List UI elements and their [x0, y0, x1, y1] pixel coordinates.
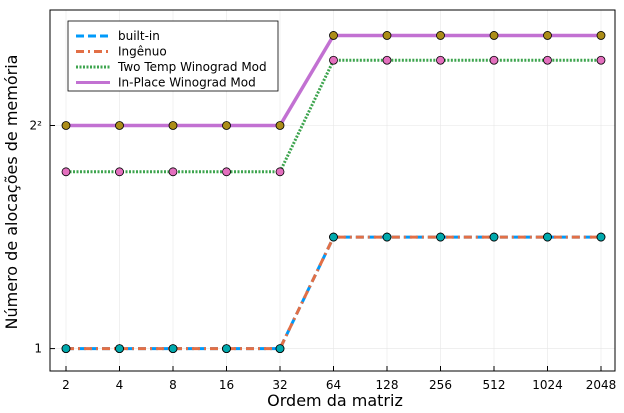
data-point	[489, 31, 499, 40]
data-point	[382, 232, 392, 242]
data-point	[222, 121, 231, 130]
x-axis-label: Ordem da matriz	[267, 391, 403, 410]
plot-frame	[49, 9, 616, 372]
data-point	[115, 121, 124, 130]
data-point	[489, 232, 499, 242]
x-tick-label: 2048	[586, 378, 617, 392]
data-point	[596, 31, 606, 40]
data-point	[329, 55, 338, 65]
x-tick-label: 64	[326, 378, 341, 392]
data-point	[436, 232, 445, 242]
x-axis-ticks: 2 4 8 16 32 64 128 256 512 1024 2048	[62, 366, 616, 392]
data-point	[275, 121, 285, 130]
data-markers	[61, 31, 606, 353]
y-axis-ticks: 1 2²	[30, 119, 55, 356]
x-tick-label: 256	[429, 378, 452, 392]
data-point	[543, 31, 552, 40]
x-tick-label: 512	[483, 378, 506, 392]
y-axis-label: Número de alocações de memória	[2, 55, 21, 330]
x-tick-label: 4	[116, 378, 124, 392]
data-point	[168, 167, 178, 177]
y-tick-label: 2²	[30, 119, 43, 133]
x-tick-label: 16	[219, 378, 234, 392]
legend-box	[67, 20, 279, 92]
data-point	[489, 55, 499, 65]
data-point	[436, 55, 445, 65]
data-point	[436, 31, 445, 40]
data-point	[329, 31, 338, 40]
x-tick-label: 1024	[532, 378, 563, 392]
data-point	[275, 344, 285, 353]
data-point	[61, 167, 71, 177]
data-point	[115, 167, 124, 177]
data-point	[382, 31, 392, 40]
x-tick-label: 2	[62, 378, 70, 392]
legend-label: built-in	[118, 29, 160, 43]
legend-label: In-Place Winograd Mod	[118, 76, 256, 90]
data-point	[115, 344, 124, 353]
data-point	[168, 344, 178, 353]
data-point	[61, 344, 71, 353]
data-point	[222, 167, 231, 177]
y-tick-label: 1	[34, 342, 42, 356]
x-tick-label: 128	[376, 378, 399, 392]
data-point	[382, 55, 392, 65]
legend-label: Two Temp Winograd Mod	[117, 60, 267, 74]
x-tick-label: 32	[272, 378, 287, 392]
legend-label: Ingênuo	[118, 45, 167, 59]
x-tick-label: 8	[169, 378, 177, 392]
data-point	[596, 55, 606, 65]
data-point	[168, 121, 178, 130]
data-point	[275, 167, 285, 177]
data-point	[61, 121, 71, 130]
data-point	[596, 232, 606, 242]
data-point	[329, 232, 338, 242]
data-point	[543, 55, 552, 65]
data-point	[222, 344, 231, 353]
data-point	[543, 232, 552, 242]
